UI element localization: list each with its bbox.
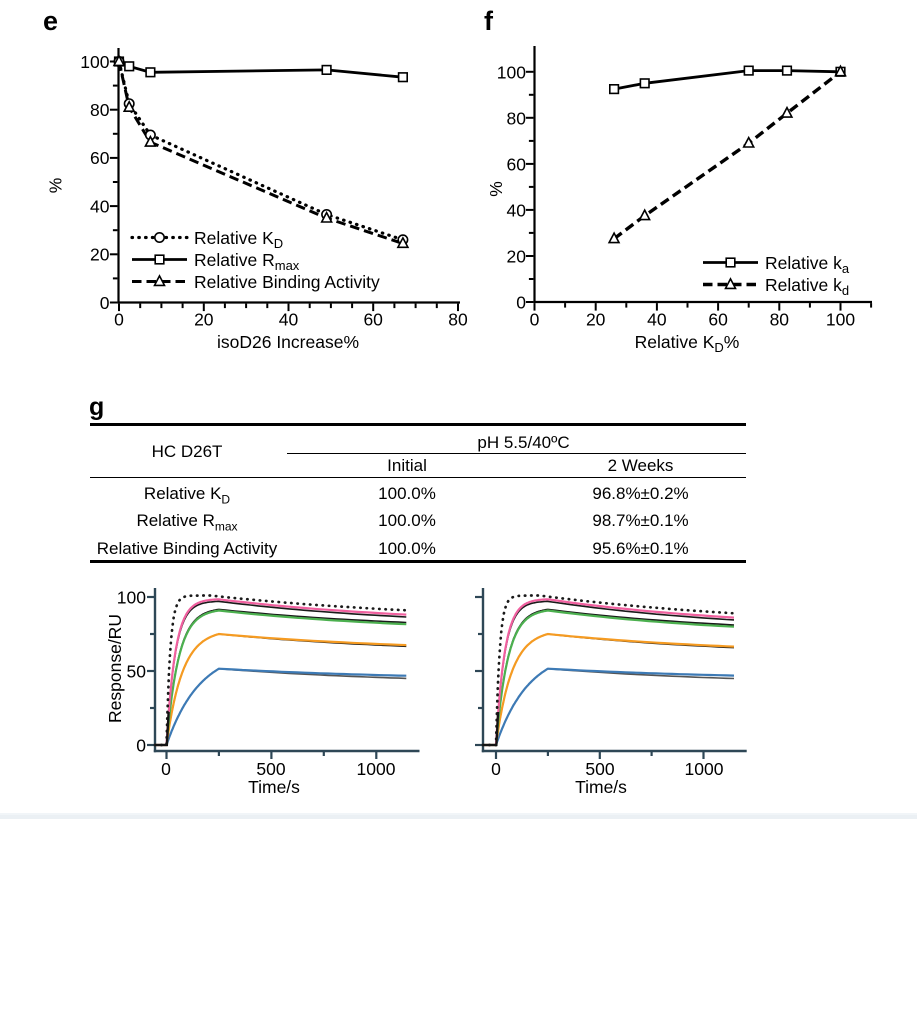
svg-text:60: 60 bbox=[708, 310, 728, 330]
svg-text:80: 80 bbox=[90, 100, 110, 120]
svg-text:Relative KD: Relative KD bbox=[194, 228, 283, 251]
svg-text:20: 20 bbox=[507, 247, 527, 267]
svg-text:60: 60 bbox=[507, 154, 527, 174]
svg-text:40: 40 bbox=[279, 310, 299, 330]
svg-text:%: % bbox=[486, 181, 506, 197]
svg-text:Relative kd: Relative kd bbox=[765, 275, 849, 298]
svg-text:60: 60 bbox=[363, 310, 383, 330]
svg-text:1000: 1000 bbox=[357, 759, 396, 779]
svg-text:Time/s: Time/s bbox=[575, 777, 627, 797]
svg-text:80: 80 bbox=[507, 108, 527, 128]
svg-text:0: 0 bbox=[530, 310, 540, 330]
svg-text:80: 80 bbox=[448, 310, 468, 330]
svg-text:50: 50 bbox=[127, 662, 147, 682]
svg-text:20: 20 bbox=[90, 245, 110, 265]
svg-text:0: 0 bbox=[516, 293, 526, 313]
svg-text:0: 0 bbox=[136, 736, 146, 756]
svg-text:20: 20 bbox=[586, 310, 606, 330]
svg-text:0: 0 bbox=[100, 293, 110, 313]
svg-text:Relative Binding Activity: Relative Binding Activity bbox=[194, 272, 380, 292]
svg-text:40: 40 bbox=[647, 310, 667, 330]
svg-text:%: % bbox=[46, 178, 66, 194]
svg-text:1000: 1000 bbox=[685, 759, 724, 779]
svg-text:Time/s: Time/s bbox=[248, 777, 300, 797]
svg-text:Relative KD%: Relative KD% bbox=[635, 332, 740, 355]
svg-text:Response/RU: Response/RU bbox=[105, 614, 125, 723]
svg-text:100: 100 bbox=[80, 52, 109, 72]
svg-text:Relative ka: Relative ka bbox=[765, 253, 850, 276]
svg-text:100: 100 bbox=[497, 62, 526, 82]
svg-text:100: 100 bbox=[826, 310, 855, 330]
svg-text:60: 60 bbox=[90, 148, 110, 168]
svg-text:500: 500 bbox=[585, 759, 614, 779]
svg-text:0: 0 bbox=[161, 759, 171, 779]
svg-text:40: 40 bbox=[90, 196, 110, 216]
svg-text:100: 100 bbox=[117, 588, 146, 608]
svg-text:40: 40 bbox=[507, 200, 527, 220]
svg-text:f: f bbox=[484, 6, 494, 36]
svg-text:0: 0 bbox=[491, 759, 501, 779]
svg-text:500: 500 bbox=[256, 759, 285, 779]
svg-text:20: 20 bbox=[194, 310, 214, 330]
svg-text:Relative Rmax: Relative Rmax bbox=[194, 250, 300, 273]
svg-text:isoD26 Increase%: isoD26 Increase% bbox=[217, 332, 359, 352]
svg-text:80: 80 bbox=[770, 310, 790, 330]
svg-text:e: e bbox=[43, 6, 58, 36]
svg-text:0: 0 bbox=[114, 310, 124, 330]
